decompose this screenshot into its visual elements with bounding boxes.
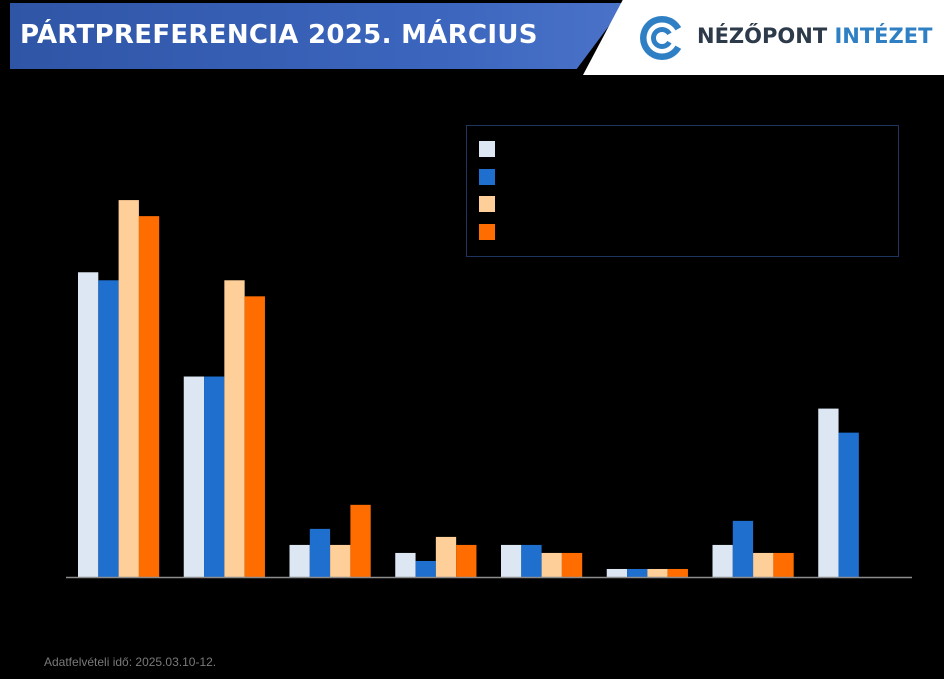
bar-g7-s3 xyxy=(753,552,774,577)
bar-g7-s1 xyxy=(712,544,733,577)
bar-g3-s1 xyxy=(289,544,310,577)
bar-g7-s4 xyxy=(773,552,794,577)
bar-g8-s2 xyxy=(838,432,859,577)
chart-legend xyxy=(466,125,899,257)
nezopont-logo-icon xyxy=(640,16,685,60)
bar-g6-s3 xyxy=(647,568,668,577)
bar-g8-s1 xyxy=(818,408,839,577)
bar-g3-s2 xyxy=(309,528,331,577)
bar-g2-s2 xyxy=(204,376,225,577)
legend-swatch-1 xyxy=(479,141,495,157)
bar-g4-s3 xyxy=(435,536,457,577)
bar-g5-s2 xyxy=(521,544,542,577)
survey-date-footnote: Adatfelvételi idő: 2025.03.10-12. xyxy=(44,655,217,669)
logo-text: NÉZŐPONT INTÉZET xyxy=(697,24,932,48)
logo-word-intezet: INTÉZET xyxy=(834,24,933,48)
bar-g1-s2 xyxy=(98,280,119,577)
bar-g5-s4 xyxy=(561,552,583,577)
bar-g5-s1 xyxy=(501,544,522,577)
bar-g4-s2 xyxy=(415,560,436,577)
bar-g1-s4 xyxy=(138,216,160,577)
bar-g6-s2 xyxy=(627,568,648,577)
bar-g4-s4 xyxy=(456,544,477,577)
bar-g5-s3 xyxy=(541,552,562,577)
page-title: PÁRTPREFERENCIA 2025. MÁRCIUS xyxy=(20,20,538,50)
logo-word-nezopont: NÉZŐPONT xyxy=(697,24,828,48)
legend-swatch-2 xyxy=(479,168,495,185)
bar-g7-s2 xyxy=(732,520,754,577)
bar-g3-s3 xyxy=(330,544,351,577)
bar-g2-s1 xyxy=(183,376,205,577)
bar-g1-s3 xyxy=(118,200,139,577)
bar-g6-s1 xyxy=(606,568,628,577)
bar-g4-s1 xyxy=(395,552,416,577)
title-banner xyxy=(10,3,626,69)
bar-g1-s1 xyxy=(78,272,99,577)
header: PÁRTPREFERENCIA 2025. MÁRCIUS NÉZŐPONT I… xyxy=(0,0,944,78)
bar-g6-s4 xyxy=(667,568,688,577)
legend-swatch-4 xyxy=(479,223,495,240)
bar-g3-s4 xyxy=(350,504,371,577)
bar-g2-s3 xyxy=(224,280,245,577)
bar-g2-s4 xyxy=(244,296,265,577)
legend-swatch-3 xyxy=(479,196,495,212)
